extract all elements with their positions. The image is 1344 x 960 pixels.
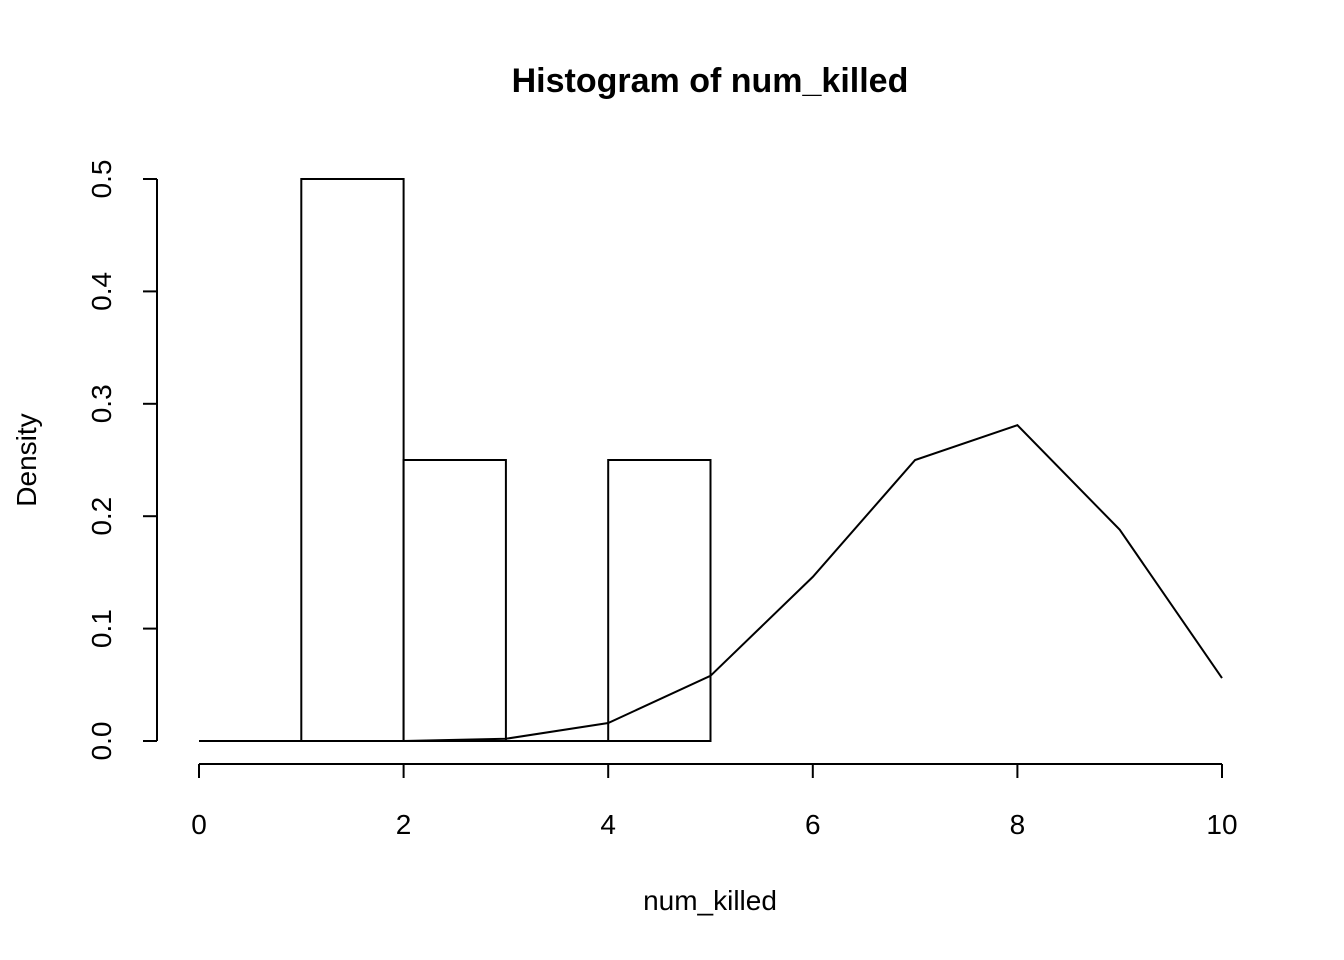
x-axis-label: num_killed — [643, 885, 777, 916]
y-axis: 0.0 0.1 0.2 0.3 0.4 0.5 — [86, 160, 158, 761]
y-axis-label: Density — [11, 413, 42, 506]
chart-title: Histogram of num_killed — [512, 62, 909, 100]
histogram-bar — [607, 459, 712, 742]
x-tick-label: 2 — [396, 809, 412, 840]
x-tick-label: 10 — [1206, 809, 1237, 840]
x-axis: 0 2 4 6 8 10 — [191, 763, 1238, 840]
histogram-bar — [402, 459, 507, 742]
x-tick-label: 8 — [1010, 809, 1026, 840]
y-tick-label: 0.4 — [86, 272, 117, 311]
y-tick-label: 0.5 — [86, 160, 117, 199]
y-tick-label: 0.3 — [86, 384, 117, 423]
y-tick-label: 0.0 — [86, 722, 117, 761]
y-tick-label: 0.1 — [86, 609, 117, 648]
density-curves — [199, 424, 1223, 742]
histogram-bar — [300, 178, 405, 742]
density-curve — [199, 424, 1223, 742]
x-tick-label: 0 — [191, 809, 207, 840]
x-tick-label: 4 — [600, 809, 616, 840]
histogram-bars — [199, 178, 712, 742]
x-tick-label: 6 — [805, 809, 821, 840]
y-tick-label: 0.2 — [86, 497, 117, 536]
